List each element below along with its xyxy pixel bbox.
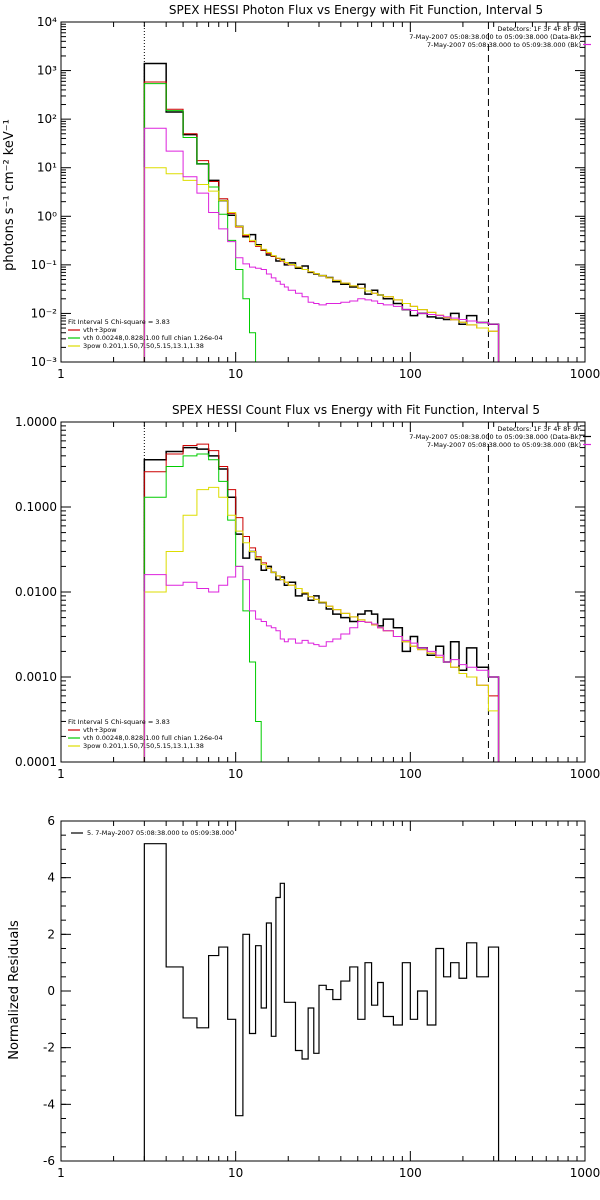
x-tick-label: 10 — [228, 1166, 243, 1180]
header-line: 7-May-2007 05:08:38.000 to 05:09:38.000 … — [409, 433, 581, 441]
series-data — [143, 446, 500, 762]
y-axis-label: photons s⁻¹ cm⁻² keV⁻¹ — [2, 119, 17, 271]
legend-title: Fit Interval 5 Chi-square = 3.83 — [68, 718, 170, 726]
legend-label: vth 0.00248,0.828,1.00 full chian 1.26e-… — [83, 334, 223, 342]
residuals-panel: Normalized Residuals 1 10 100 1000 -6 -4 -2 0 2 4… — [7, 814, 600, 1180]
y-tick-label: 4 — [47, 871, 55, 885]
y-tick-label: 10⁻³ — [31, 355, 58, 369]
series-residuals — [143, 843, 500, 1161]
y-tick-label: 10⁻¹ — [31, 258, 58, 272]
x-tick-label: 1 — [57, 367, 65, 381]
header-line: 7-May-2007 05:08:38.000 to 05:09:38.000 … — [427, 41, 581, 49]
panel-title: SPEX HESSI Photon Flux vs Energy with Fi… — [169, 3, 543, 17]
x-tick-label: 1000 — [570, 367, 600, 381]
photon-flux-panel: SPEX HESSI Photon Flux vs Energy with Fi… — [2, 3, 600, 381]
x-tick-label: 100 — [399, 367, 422, 381]
y-tick-label: 2 — [47, 927, 55, 941]
y-tick-label: 10⁻² — [31, 306, 58, 320]
series-thermal — [143, 453, 267, 763]
header-line: 7-May-2007 05:08:38.000 to 05:09:38.000 … — [427, 441, 581, 449]
plot-frame — [60, 421, 586, 763]
series-power-law — [143, 167, 500, 362]
y-tick-label: 10² — [37, 112, 57, 126]
y-tick-label: 10³ — [37, 64, 57, 78]
legend-label: 3pow 0.201,1.50,7.50,5.15,13.1,1.38 — [83, 742, 204, 750]
x-tick-label: 1 — [57, 1166, 65, 1180]
y-tick-label: 6 — [47, 814, 55, 828]
x-tick-label: 10 — [228, 367, 243, 381]
series-background — [143, 127, 500, 362]
legend-label: vth+3pow — [83, 726, 117, 734]
legend-label: vth 0.00248,0.828,1.00 full chian 1.26e-… — [83, 734, 223, 742]
header-line: Detectors: 1F 3F 4F 8F 9F — [497, 25, 581, 33]
x-tick-label: 1000 — [570, 767, 600, 781]
header-line: Detectors: 1F 3F 4F 8F 9F — [497, 425, 581, 433]
legend-label: 5. 7-May-2007 05:08:38.000 to 05:09:38.0… — [87, 829, 234, 837]
y-tick-label: 0.0100 — [15, 585, 57, 599]
x-tick-label: 1000 — [570, 1166, 600, 1180]
y-tick-label: 10¹ — [37, 161, 57, 175]
y-tick-label: 0.0010 — [15, 670, 57, 684]
y-tick-label: -2 — [43, 1041, 55, 1055]
y-tick-label: -6 — [43, 1154, 55, 1168]
legend-label: vth+3pow — [83, 326, 117, 334]
plot-frame — [60, 820, 586, 1162]
y-axis-label: Normalized Residuals — [7, 920, 22, 1060]
y-tick-label: 10⁴ — [37, 15, 57, 29]
series-thermal — [143, 83, 267, 363]
x-tick-label: 1 — [57, 767, 65, 781]
y-tick-label: 0 — [47, 984, 55, 998]
header-line: 7-May-2007 05:08:38.000 to 05:09:38.000 … — [409, 33, 581, 41]
legend-label: 3pow 0.201,1.50,7.50,5.15,13.1,1.38 — [83, 342, 204, 350]
y-tick-label: 1.0000 — [15, 415, 57, 429]
legend-title: Fit Interval 5 Chi-square = 3.83 — [68, 318, 170, 326]
count-flux-panel: SPEX HESSI Count Flux vs Energy with Fit… — [15, 403, 600, 781]
series-power-law — [143, 486, 500, 762]
y-tick-label: 10⁰ — [37, 209, 57, 223]
plot-frame — [60, 21, 586, 363]
series-background — [143, 565, 500, 762]
y-tick-label: -4 — [43, 1097, 55, 1111]
y-tick-label: 0.1000 — [15, 500, 57, 514]
panel-title: SPEX HESSI Count Flux vs Energy with Fit… — [172, 403, 540, 417]
x-tick-label: 100 — [399, 767, 422, 781]
x-tick-label: 10 — [228, 767, 243, 781]
y-tick-label: 0.0001 — [15, 755, 57, 769]
x-tick-label: 100 — [399, 1166, 422, 1180]
